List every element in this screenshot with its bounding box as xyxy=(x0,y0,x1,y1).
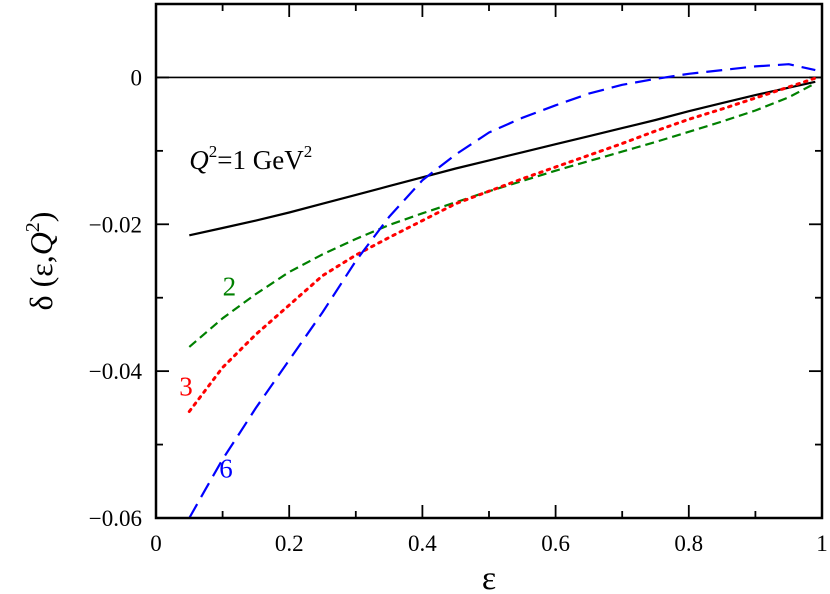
tick-labels: 0 0.2 0.4 0.6 0.8 1 0 −0.02 −0.04 −0.06 xyxy=(89,65,828,556)
series-line-q1 xyxy=(189,80,816,237)
y-axis-label: δ (ε,Q2) xyxy=(22,212,59,311)
series-label-q1-sup1: 2 xyxy=(209,142,218,161)
series-label-q1-q: Q xyxy=(189,145,209,175)
y-tick-label: −0.04 xyxy=(89,359,143,384)
series-label-q3: 3 xyxy=(179,371,193,401)
series-label-q1-sup2: 2 xyxy=(304,142,313,161)
y-axis-label-sup: 2 xyxy=(22,222,44,232)
x-tick-label: 1 xyxy=(816,531,828,556)
series-line-q3 xyxy=(187,76,817,413)
y-tick-label: 0 xyxy=(131,65,143,90)
series-line-q2 xyxy=(188,82,816,348)
y-tick-label: −0.06 xyxy=(89,506,142,531)
y-axis-label-q: Q xyxy=(23,232,59,255)
axis-ticks xyxy=(155,3,823,519)
series-label-q1-eq: =1 GeV xyxy=(217,145,304,175)
series-line-q6 xyxy=(188,63,816,519)
series-label-q2: 2 xyxy=(223,272,237,302)
series-label-q1: Q2=1 GeV2 xyxy=(189,142,312,175)
x-tick-label: 0.4 xyxy=(408,531,437,556)
x-tick-label: 0 xyxy=(150,531,162,556)
x-axis-label: ε xyxy=(482,560,496,594)
y-tick-label: −0.02 xyxy=(89,212,142,237)
series-label-q6: 6 xyxy=(219,454,233,484)
plot-series xyxy=(187,63,817,519)
plot-frame xyxy=(154,2,824,520)
x-tick-label: 0.6 xyxy=(541,531,570,556)
x-tick-label: 0.8 xyxy=(674,531,703,556)
y-axis-label-suffix: ) xyxy=(23,212,59,223)
y-axis-label-prefix: δ (ε, xyxy=(23,255,59,310)
x-tick-label: 0.2 xyxy=(275,531,304,556)
